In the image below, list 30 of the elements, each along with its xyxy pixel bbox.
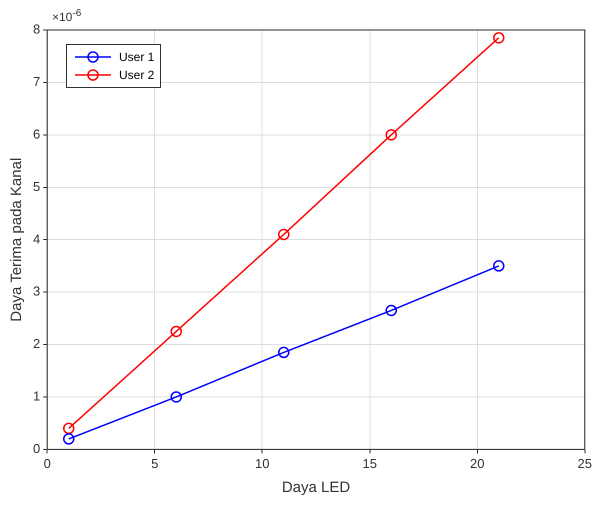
point <box>278 228 290 240</box>
y-tick-label: 5 <box>32 178 40 194</box>
y-tick-label: 8 <box>32 22 40 37</box>
y-tick-label: 7 <box>32 74 40 90</box>
point <box>493 260 505 272</box>
point <box>386 129 398 141</box>
x-tick-label: 15 <box>362 456 377 471</box>
point <box>170 391 182 403</box>
x-tick-label: 10 <box>255 456 270 471</box>
x-tick-label: 25 <box>578 456 592 471</box>
point <box>62 433 74 445</box>
point <box>278 346 290 358</box>
point <box>493 32 505 44</box>
y-tick-label: 0 <box>32 440 40 456</box>
point <box>170 326 182 338</box>
point <box>62 422 74 434</box>
legend-label: User 1 <box>119 50 154 64</box>
x-tick-label: 20 <box>470 456 484 471</box>
x-tick-label: 0 <box>44 456 51 471</box>
y-tick-label: 3 <box>32 284 40 299</box>
x-axis-title: Daya LED <box>282 479 350 496</box>
y-tick-label: 2 <box>32 336 40 352</box>
text: ×10$^{-6}$ <box>52 8 82 24</box>
y-tick-label: 6 <box>32 126 40 142</box>
x-tick-label: 5 <box>151 456 158 471</box>
y-tick-label: 4 <box>32 231 40 246</box>
y-axis-title: Daya Terima pada Kanal <box>8 158 26 322</box>
y-tick-label: 1 <box>32 388 40 404</box>
legend-label: User 2 <box>119 68 154 82</box>
point <box>386 304 398 316</box>
